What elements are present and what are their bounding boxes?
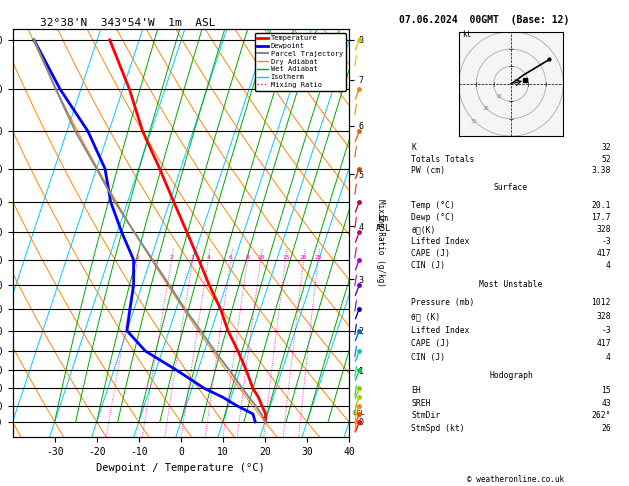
Text: 52: 52 — [601, 155, 611, 164]
Text: 1012: 1012 — [591, 298, 611, 307]
Text: 10: 10 — [495, 94, 502, 99]
Text: 4: 4 — [206, 255, 210, 260]
Text: 32: 32 — [601, 143, 611, 152]
Text: kt: kt — [462, 30, 472, 39]
Text: 328: 328 — [596, 225, 611, 234]
Text: 20: 20 — [300, 255, 308, 260]
Text: 26: 26 — [601, 424, 611, 434]
Text: 328: 328 — [596, 312, 611, 321]
Text: 417: 417 — [596, 339, 611, 348]
Text: 417: 417 — [596, 249, 611, 258]
Text: 1: 1 — [136, 255, 140, 260]
Text: 20: 20 — [482, 106, 489, 111]
Text: 4: 4 — [606, 261, 611, 270]
Text: Surface: Surface — [494, 183, 528, 191]
Text: 262°: 262° — [591, 412, 611, 420]
Text: θᴄ (K): θᴄ (K) — [411, 312, 440, 321]
Text: Lifted Index: Lifted Index — [411, 237, 470, 246]
X-axis label: Dewpoint / Temperature (°C): Dewpoint / Temperature (°C) — [96, 463, 265, 473]
Text: 2: 2 — [170, 255, 174, 260]
Text: 6: 6 — [229, 255, 233, 260]
Text: 8: 8 — [245, 255, 249, 260]
Text: 30: 30 — [470, 119, 477, 124]
Text: 32°38'N  343°54'W  1m  ASL: 32°38'N 343°54'W 1m ASL — [40, 18, 215, 28]
Text: Lifted Index: Lifted Index — [411, 326, 470, 334]
Text: EH: EH — [411, 385, 421, 395]
Text: StmDir: StmDir — [411, 412, 440, 420]
Text: 3: 3 — [191, 255, 194, 260]
Text: Pressure (mb): Pressure (mb) — [411, 298, 475, 307]
Text: 3.38: 3.38 — [591, 166, 611, 175]
Text: 43: 43 — [601, 399, 611, 408]
Text: PW (cm): PW (cm) — [411, 166, 445, 175]
Text: 25: 25 — [314, 255, 322, 260]
Text: Mixing Ratio (g/kg): Mixing Ratio (g/kg) — [376, 199, 385, 287]
Text: Temp (°C): Temp (°C) — [411, 201, 455, 210]
Text: LCL: LCL — [352, 410, 365, 416]
Text: CAPE (J): CAPE (J) — [411, 249, 450, 258]
Legend: Temperature, Dewpoint, Parcel Trajectory, Dry Adiabat, Wet Adiabat, Isotherm, Mi: Temperature, Dewpoint, Parcel Trajectory… — [255, 33, 345, 90]
Text: 15: 15 — [601, 385, 611, 395]
Text: θᴄ(K): θᴄ(K) — [411, 225, 436, 234]
Text: CIN (J): CIN (J) — [411, 261, 445, 270]
Text: StmSpd (kt): StmSpd (kt) — [411, 424, 465, 434]
Text: CIN (J): CIN (J) — [411, 353, 445, 362]
Text: Totals Totals: Totals Totals — [411, 155, 475, 164]
Text: 20.1: 20.1 — [591, 201, 611, 210]
Text: Most Unstable: Most Unstable — [479, 280, 543, 289]
Text: 15: 15 — [282, 255, 289, 260]
Text: SREH: SREH — [411, 399, 431, 408]
Text: CAPE (J): CAPE (J) — [411, 339, 450, 348]
Text: 07.06.2024  00GMT  (Base: 12): 07.06.2024 00GMT (Base: 12) — [399, 15, 570, 25]
Text: 4: 4 — [606, 353, 611, 362]
Text: -3: -3 — [601, 326, 611, 334]
Text: -3: -3 — [601, 237, 611, 246]
Text: Dewp (°C): Dewp (°C) — [411, 213, 455, 222]
Y-axis label: km
ASL: km ASL — [376, 214, 391, 233]
Text: © weatheronline.co.uk: © weatheronline.co.uk — [467, 474, 564, 484]
Text: Hodograph: Hodograph — [489, 371, 533, 381]
Text: K: K — [411, 143, 416, 152]
Text: 10: 10 — [257, 255, 264, 260]
Text: 17.7: 17.7 — [591, 213, 611, 222]
